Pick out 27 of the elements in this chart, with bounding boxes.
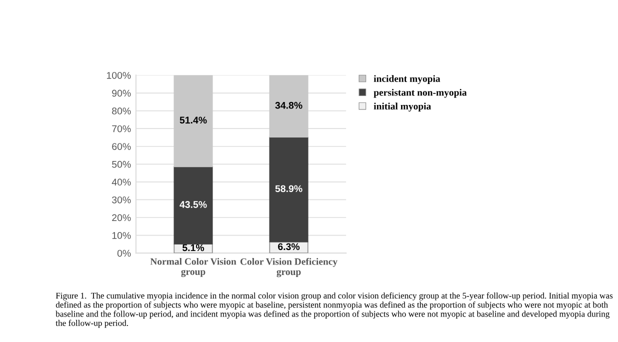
y-tick-label: 10% — [112, 232, 131, 239]
bar — [269, 75, 308, 138]
y-tick-label: 20% — [112, 214, 131, 222]
y-tick-label: 30% — [112, 196, 131, 204]
data-label: 58.9% — [275, 185, 302, 192]
bar — [174, 166, 213, 244]
legend-label: incident myopia — [374, 75, 440, 84]
data-label: 6.3% — [278, 243, 300, 250]
y-tick-label: 90% — [112, 90, 131, 97]
data-label: 34.8% — [275, 102, 302, 109]
legend-label: persistant non-myopia — [374, 88, 467, 98]
y-tick-label: 80% — [112, 108, 131, 114]
y-tick-label: 70% — [112, 125, 131, 132]
data-label: 51.4% — [180, 116, 207, 124]
legend-label: initial myopia — [374, 102, 431, 112]
y-tick-label: 100% — [106, 72, 131, 79]
y-tick-label: 60% — [112, 143, 131, 150]
data-label: 43.5% — [180, 201, 207, 208]
y-tick-label: 0% — [117, 250, 131, 257]
x-tick-label: Normal Color Vision group — [150, 258, 236, 277]
bar — [269, 136, 308, 242]
bar — [174, 75, 213, 168]
y-tick-label: 40% — [112, 178, 131, 186]
data-label: 5.1% — [182, 244, 204, 252]
caption: Figure 1. The cumulative myopia incidence in the normal color vision group and color vision deficiency group at the 5-year follow-up period. Initial myopia was defined as the proportion of subjects who were myopic at baseline, persistent nonmyopia was defined as the proportion of subjects who were not myopic at both baseline and the follow-up period, and incident myopia was defined as the proportion of subjects who were not myopic at baseline and developed myopia during the follow-up period. — [56, 292, 613, 328]
x-tick-label: Color Vision Deficiency group — [240, 258, 338, 278]
y-tick-label: 50% — [112, 160, 131, 168]
